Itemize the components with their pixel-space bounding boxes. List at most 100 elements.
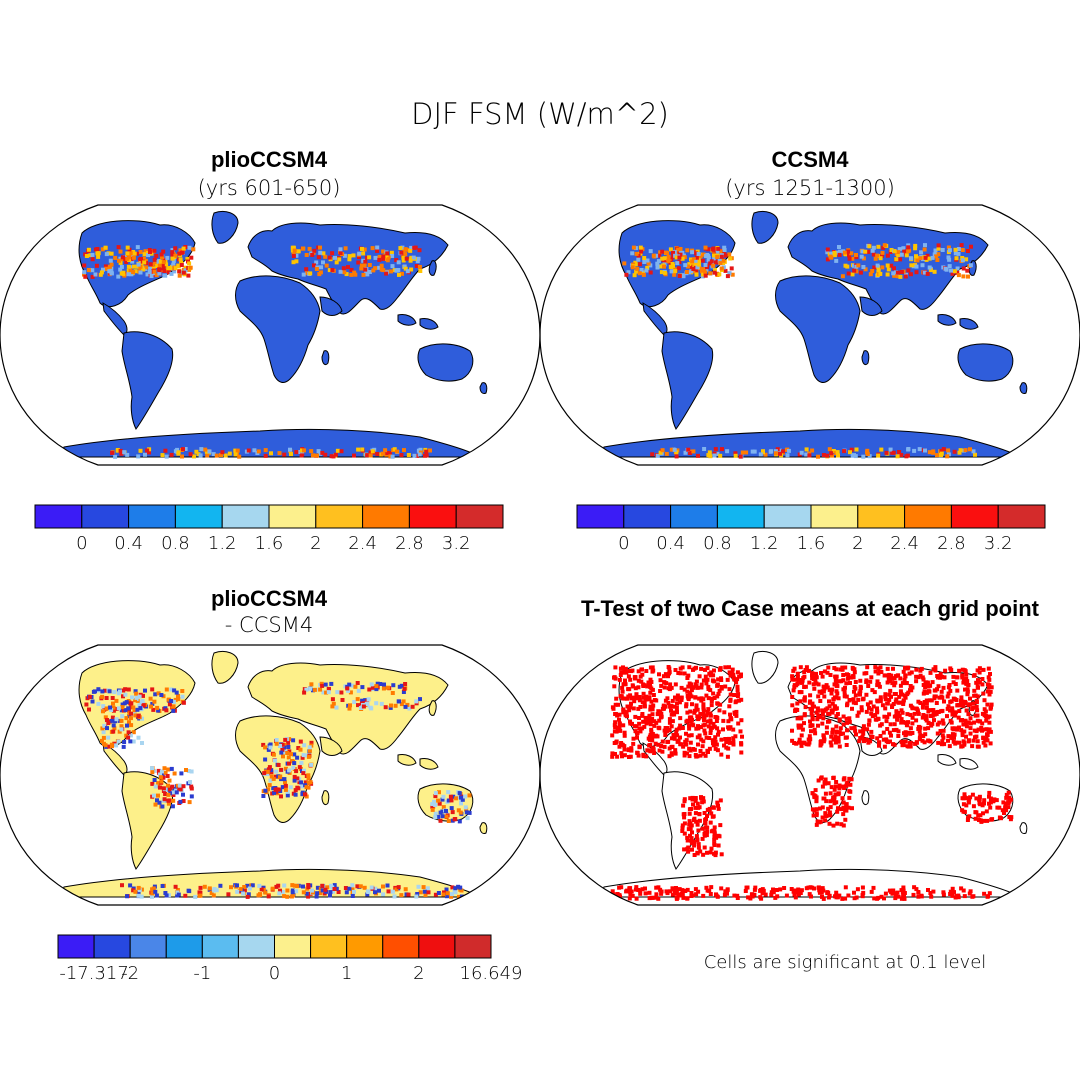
- grid-cell: [129, 711, 133, 716]
- grid-cell: [827, 821, 832, 826]
- grid-cell: [399, 250, 404, 255]
- grid-cell: [626, 674, 631, 679]
- grid-cell: [957, 709, 962, 713]
- grid-cell: [696, 845, 701, 850]
- grid-cell: [727, 704, 732, 709]
- grid-cell: [875, 706, 879, 711]
- grid-cell: [926, 721, 931, 726]
- grid-cell: [118, 448, 123, 453]
- grid-cell: [866, 249, 871, 254]
- grid-cell: [611, 706, 616, 711]
- grid-cell: [331, 454, 336, 459]
- grid-cell: [988, 672, 992, 676]
- grid-cell: [949, 268, 953, 273]
- grid-cell: [173, 253, 178, 258]
- grid-cell: [812, 808, 817, 813]
- grid-cell: [797, 680, 802, 685]
- grid-cell: [350, 683, 355, 688]
- grid-cell: [406, 453, 411, 457]
- grid-cell: [401, 258, 406, 263]
- grid-cell: [828, 813, 833, 818]
- grid-cell: [129, 701, 134, 706]
- grid-cell: [901, 720, 906, 724]
- grid-cell: [344, 890, 349, 895]
- grid-cell: [309, 740, 314, 745]
- grid-cell: [727, 736, 731, 741]
- grid-cell: [166, 266, 171, 271]
- grid-cell: [612, 684, 617, 689]
- grid-cell: [304, 253, 309, 257]
- grid-cell: [714, 715, 719, 720]
- grid-cell: [297, 450, 302, 454]
- grid-cell: [875, 710, 880, 715]
- grid-cell: [117, 729, 122, 734]
- grid-cell: [636, 753, 641, 758]
- grid-cell: [859, 705, 864, 710]
- grid-cell: [700, 744, 705, 749]
- grid-cell: [364, 269, 369, 274]
- grid-cell: [631, 706, 636, 711]
- grid-cell: [912, 711, 917, 716]
- grid-cell: [713, 735, 718, 740]
- grid-cell: [101, 730, 106, 735]
- grid-cell: [962, 792, 967, 797]
- grid-cell: [720, 447, 724, 452]
- grid-cell: [363, 267, 368, 272]
- grid-cell: [109, 718, 114, 723]
- grid-cell: [799, 733, 804, 738]
- grid-cell: [936, 684, 941, 689]
- grid-cell: [782, 886, 787, 890]
- grid-cell: [887, 730, 892, 735]
- grid-cell: [680, 825, 685, 830]
- grid-cell: [150, 894, 154, 899]
- grid-cell: [358, 884, 363, 889]
- grid-cell: [131, 739, 136, 744]
- grid-cell: [211, 452, 216, 457]
- grid-cell: [315, 891, 320, 896]
- grid-cell: [694, 665, 698, 670]
- grid-cell: [632, 699, 637, 704]
- grid-cell: [174, 790, 179, 795]
- grid-cell: [946, 691, 951, 696]
- grid-cell: [892, 683, 897, 688]
- grid-cell: [285, 793, 290, 798]
- grid-cell: [827, 699, 831, 704]
- grid-cell: [126, 272, 131, 277]
- grid-cell: [899, 708, 904, 713]
- grid-cell: [118, 267, 123, 272]
- grid-cell: [654, 892, 659, 897]
- grid-cell: [129, 716, 133, 721]
- grid-cell: [964, 681, 969, 686]
- grid-cell: [842, 693, 847, 698]
- grid-cell: [804, 886, 809, 891]
- grid-cell: [687, 723, 691, 728]
- grid-cell: [415, 453, 419, 458]
- grid-cell: [178, 248, 183, 253]
- grid-cell: [891, 702, 896, 706]
- grid-cell: [302, 690, 307, 695]
- grid-cell: [905, 665, 910, 670]
- grid-cell: [338, 247, 343, 252]
- grid-cell: [181, 246, 186, 251]
- grid-cell: [893, 699, 898, 704]
- grid-cell: [830, 708, 835, 713]
- grid-cell: [666, 674, 670, 679]
- grid-cell: [735, 670, 740, 675]
- grid-cell: [418, 269, 423, 273]
- grid-cell: [375, 245, 380, 250]
- grid-cell: [841, 714, 846, 719]
- grid-cell: [980, 682, 985, 687]
- grid-cell: [140, 699, 145, 703]
- grid-cell: [834, 890, 839, 895]
- grid-cell: [929, 894, 934, 899]
- grid-cell: [977, 719, 982, 724]
- grid-cell: [851, 697, 856, 702]
- grid-cell: [296, 746, 301, 750]
- grid-cell: [703, 270, 708, 275]
- grid-cell: [136, 893, 141, 898]
- grid-cell: [701, 678, 706, 683]
- colorbar-tick-label: -1: [193, 963, 211, 984]
- grid-cell: [632, 675, 637, 680]
- grid-cell: [876, 682, 881, 686]
- grid-cell: [449, 798, 454, 803]
